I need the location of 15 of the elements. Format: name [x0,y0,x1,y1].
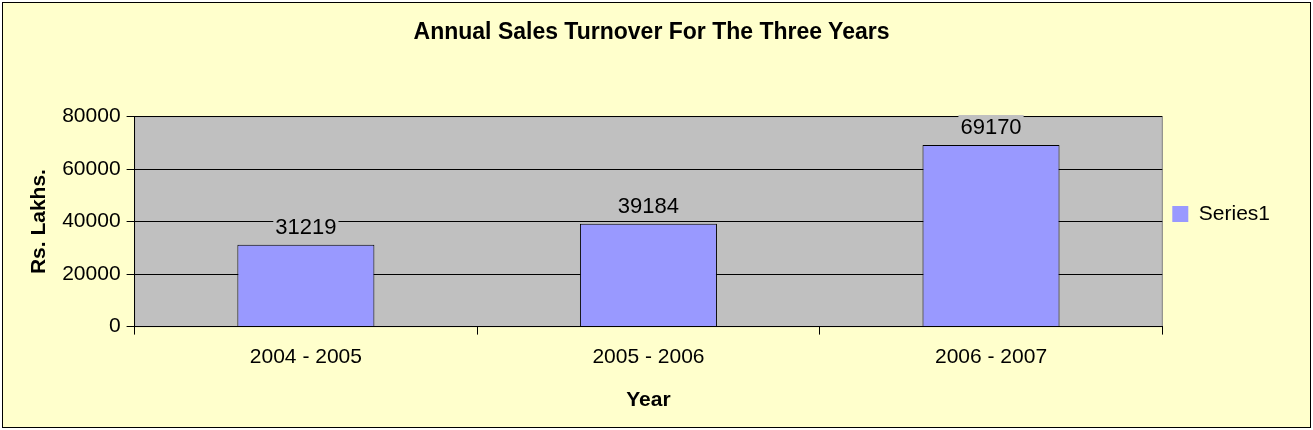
chart-title: Annual Sales Turnover For The Three Years [413,18,890,45]
y-tick-label: 0 [108,313,121,337]
data-label: 31219 [275,213,337,239]
y-axis-title: Rs. Lakhs. [26,169,50,275]
y-tick-label: 40000 [62,208,121,232]
y-tick-label: 20000 [62,260,121,284]
data-label: 39184 [617,192,680,218]
y-tick-label: 80000 [62,103,121,127]
x-tick-label: 2004 - 2005 [249,344,362,367]
x-tick-label: 2006 - 2007 [934,344,1048,367]
x-tick-label: 2005 - 2006 [592,344,705,367]
y-tick-label: 60000 [62,155,121,179]
data-label: 69170 [960,114,1022,140]
legend-label: Series1 [1198,200,1270,224]
x-axis-title: Year [626,387,671,411]
